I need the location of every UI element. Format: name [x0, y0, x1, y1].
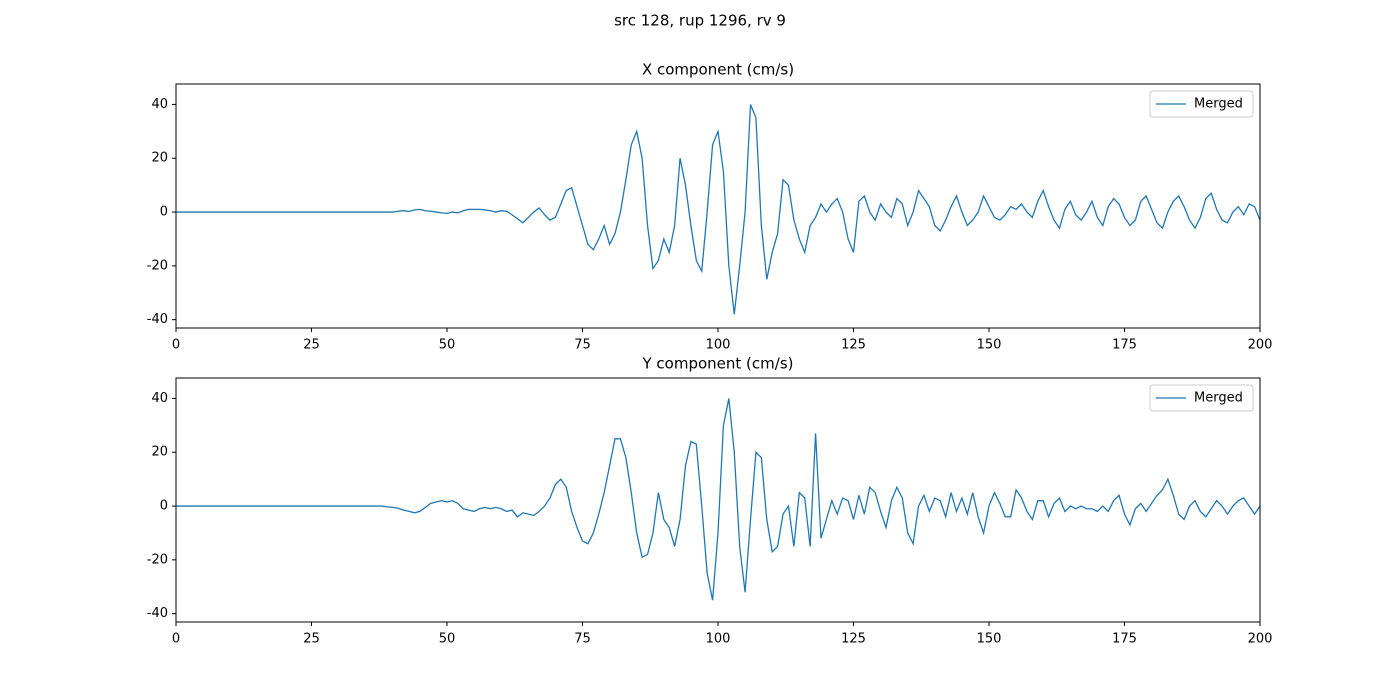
x-tick-label: 125 — [841, 632, 866, 647]
x-tick-label: 0 — [172, 632, 180, 647]
axes-title: X component (cm/s) — [642, 61, 794, 79]
data-line — [176, 104, 1261, 315]
y-tick-label: 40 — [151, 391, 168, 406]
data-line — [176, 398, 1261, 601]
y-tick-label: -20 — [147, 258, 168, 273]
x-tick-label: 200 — [1248, 632, 1273, 647]
y-tick-label: -40 — [147, 606, 168, 621]
legend-box — [1149, 90, 1254, 118]
legend-box — [1149, 384, 1254, 412]
x-tick-label: 100 — [706, 632, 731, 647]
y-tick-label: 0 — [160, 205, 168, 220]
x-tick-label: 75 — [574, 338, 591, 353]
y-tick-label: -40 — [147, 312, 168, 327]
figure-title: src 128, rup 1296, rv 9 — [614, 12, 786, 30]
legend-label: Merged — [1194, 391, 1243, 406]
x-tick-label: 75 — [574, 632, 591, 647]
legend-label: Merged — [1194, 97, 1243, 112]
y-tick-label: 20 — [151, 445, 168, 460]
x-tick-label: 0 — [172, 338, 180, 353]
x-tick-label: 175 — [1112, 632, 1137, 647]
x-tick-label: 125 — [841, 338, 866, 353]
x-tick-label: 25 — [303, 338, 320, 353]
y-tick-label: 40 — [151, 97, 168, 112]
x-tick-label: 150 — [977, 632, 1002, 647]
x-tick-label: 25 — [303, 632, 320, 647]
axes-frame — [175, 83, 1261, 329]
x-tick-label: 100 — [706, 338, 731, 353]
x-tick-label: 50 — [439, 632, 456, 647]
axes-title: Y component (cm/s) — [642, 355, 794, 373]
x-tick-label: 50 — [439, 338, 456, 353]
axes-frame — [175, 377, 1261, 623]
x-tick-label: 150 — [977, 338, 1002, 353]
y-tick-label: -20 — [147, 552, 168, 567]
y-tick-label: 20 — [151, 151, 168, 166]
x-tick-label: 200 — [1248, 338, 1273, 353]
x-tick-label: 175 — [1112, 338, 1137, 353]
y-tick-label: 0 — [160, 499, 168, 514]
